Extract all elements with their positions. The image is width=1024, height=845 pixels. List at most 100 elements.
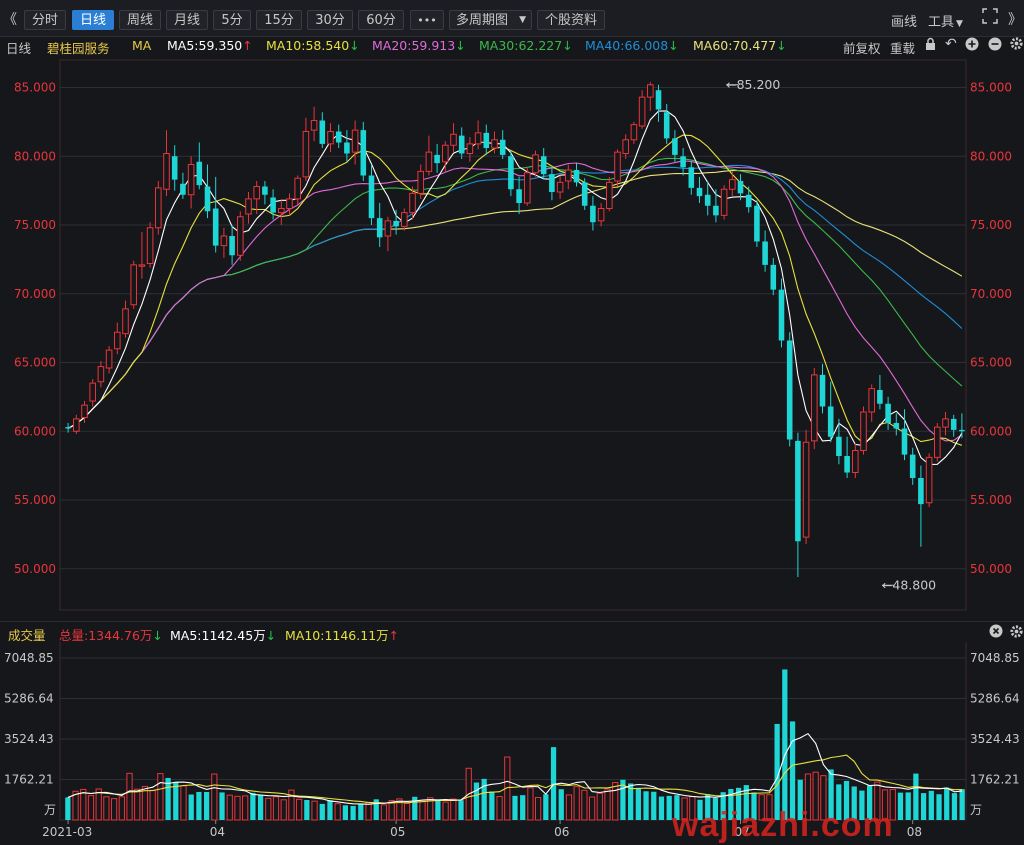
volume-bar-up (103, 796, 110, 821)
zoom-out-icon[interactable] (988, 37, 1002, 54)
candle-body-down (434, 154, 440, 164)
volume-bar-down (481, 778, 487, 820)
volume-bar-down (373, 799, 379, 820)
tab-daily[interactable]: 日线 (72, 10, 114, 30)
volume-bar-down (867, 785, 873, 820)
ma5-value: MA5:59.350↑ (167, 38, 253, 53)
volume-ma10: MA10:1146.11万↑ (285, 628, 400, 643)
volume-bar-up (234, 795, 241, 821)
volume-tick-right: 1762.21 (970, 773, 1020, 787)
price-tick-left: 75.000 (14, 218, 56, 232)
candle-body-down (393, 220, 399, 227)
candle-body-up (491, 139, 498, 149)
settings-gear-icon[interactable] (1009, 624, 1024, 642)
volume-bar-up (889, 788, 896, 821)
volume-bar-up (288, 789, 295, 821)
zoom-in-icon[interactable] (965, 37, 979, 54)
price-tick-left: 85.000 (14, 81, 56, 95)
x-tick-label: 05 (390, 825, 405, 839)
undo-icon[interactable]: ↶ (945, 36, 957, 52)
ma40-value: MA40:66.008↓ (585, 38, 679, 53)
candle-body-up (245, 198, 252, 215)
candle-body-down (680, 156, 686, 168)
volume-bar-up (612, 782, 619, 821)
volume-bar-up (581, 789, 588, 821)
volume-total: 总量:1344.76万↓ (59, 628, 163, 643)
candle-body-up (155, 187, 162, 229)
volume-bar-up (396, 798, 403, 821)
tab-60min[interactable]: 60分 (358, 10, 404, 30)
candle-body-up (442, 144, 449, 163)
volume-bar-up (820, 775, 827, 821)
extreme-label: ←48.800 (882, 577, 936, 592)
volume-bar-down (628, 783, 634, 820)
volume-bar-up (419, 800, 426, 821)
candle-body-down (590, 205, 596, 223)
tab-weekly[interactable]: 周线 (119, 10, 161, 30)
volume-bar-down (342, 805, 349, 820)
volume-bar-down (358, 804, 364, 820)
settings-gear-icon[interactable] (1009, 36, 1024, 54)
candle-body-up (942, 418, 949, 428)
multi-period-dropdown[interactable]: 多周期图 ▼ (449, 10, 532, 30)
reload-button[interactable]: 重载 (890, 41, 916, 56)
arrow-down-icon: ↓ (265, 628, 277, 643)
candle-body-up (647, 84, 654, 98)
adjust-button[interactable]: 前复权 (843, 41, 881, 56)
close-icon[interactable] (989, 624, 1003, 641)
candle-body-down (212, 208, 219, 246)
period-label: 日线 (6, 41, 32, 56)
volume-bar-up (681, 797, 688, 821)
volume-legend-bar: 成交量 总量:1344.76万↓ MA5:1142.45万↓ MA10:1146… (0, 621, 1024, 643)
volume-bar-up (211, 773, 218, 821)
volume-bar-up (804, 773, 812, 821)
candle-body-down (827, 406, 834, 437)
volume-bar-up (427, 797, 434, 821)
lock-icon[interactable] (924, 37, 937, 54)
volume-bar-up (758, 794, 765, 821)
candle-body-down (713, 205, 719, 216)
volume-tick-left: 3524.43 (4, 732, 54, 746)
candle-body-up (97, 366, 105, 383)
forward-nav-icon[interactable]: 》 (1008, 12, 1022, 28)
candle-body-down (204, 186, 211, 212)
volume-bar-down (219, 792, 225, 820)
candle-body-down (786, 340, 793, 440)
candle-body-up (425, 151, 433, 172)
candle-body-up (450, 133, 457, 146)
tools-button[interactable]: 工具 ▼ (928, 11, 963, 30)
candle-body-up (138, 264, 146, 267)
volume-bar-down (697, 799, 703, 820)
candle-body-down (573, 170, 580, 183)
volume-bar-down (913, 773, 919, 820)
volume-bar-down (705, 794, 711, 820)
price-tick-right: 60.000 (970, 424, 1012, 438)
candle-body-down (909, 454, 916, 478)
ma30-value: MA30:62.227↓ (479, 38, 573, 53)
arrow-down-icon: ↓ (668, 38, 679, 53)
volume-bar-up (296, 798, 303, 821)
candle-body-up (729, 179, 736, 190)
candle-body-down (483, 132, 490, 148)
fullscreen-icon[interactable] (982, 8, 998, 28)
extreme-label: ←85.200 (726, 77, 780, 92)
volume-bar-up (565, 794, 573, 821)
stock-info-button[interactable]: 个股资料 (537, 10, 605, 30)
back-nav-icon[interactable]: 《 (3, 12, 17, 28)
tab-15min[interactable]: 15分 (256, 10, 302, 30)
price-tick-right: 80.000 (970, 149, 1012, 163)
tab-monthly[interactable]: 月线 (166, 10, 208, 30)
volume-bar-down (782, 669, 788, 820)
volume-bar-up (588, 796, 596, 821)
volume-bar-down (797, 779, 803, 820)
tab-5min[interactable]: 5分 (213, 10, 251, 30)
indicator-name[interactable]: MA (132, 38, 152, 53)
volume-bar-down (558, 789, 564, 820)
tab-30min[interactable]: 30分 (307, 10, 353, 30)
draw-line-button[interactable]: 画线 (891, 15, 918, 30)
more-button[interactable]: ••• (410, 10, 444, 30)
volume-bar-up (311, 800, 318, 821)
candle-body-up (310, 120, 318, 131)
tab-minute[interactable]: 分时 (24, 10, 66, 30)
